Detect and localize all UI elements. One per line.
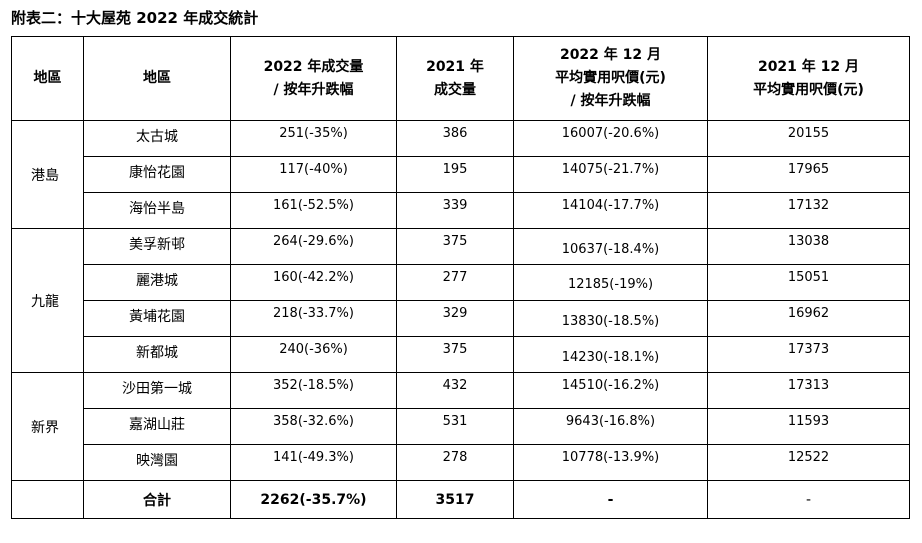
price2021-cell: 12522: [707, 444, 910, 481]
total-vol2021: 3517: [396, 480, 514, 519]
price2022-cell: 13830(-18.5%): [513, 300, 708, 337]
total-price2021: -: [707, 480, 910, 519]
header-price2022: 2022 年 12 月 平均實用呎價(元) / 按年升跌幅: [513, 36, 708, 121]
vol2022-cell: 264(-29.6%): [230, 228, 397, 265]
vol2022-cell: 358(-32.6%): [230, 408, 397, 445]
estate-name: 美孚新邨: [83, 228, 231, 265]
header-estate: 地區: [83, 36, 231, 121]
vol2022-cell: 161(-52.5%): [230, 192, 397, 229]
price2021-cell: 17313: [707, 372, 910, 409]
price2022-cell: 10778(-13.9%): [513, 444, 708, 481]
estate-name: 康怡花園: [83, 156, 231, 193]
estate-name: 嘉湖山莊: [83, 408, 231, 445]
vol2021-cell: 375: [396, 336, 514, 373]
price2021-cell: 13038: [707, 228, 910, 265]
table-row: 新都城 240(-36%) 375 14230(-18.1%) 17373: [12, 336, 910, 373]
vol2021-cell: 195: [396, 156, 514, 193]
vol2022-cell: 352(-18.5%): [230, 372, 397, 409]
table-row: 嘉湖山莊 358(-32.6%) 531 9643(-16.8%) 11593: [12, 408, 910, 445]
price2022-cell: 9643(-16.8%): [513, 408, 708, 445]
table-row: 映灣園 141(-49.3%) 278 10778(-13.9%) 12522: [12, 444, 910, 481]
table-row: 海怡半島 161(-52.5%) 339 14104(-17.7%) 17132: [12, 192, 910, 229]
estate-name: 麗港城: [83, 264, 231, 301]
header-price2021: 2021 年 12 月 平均實用呎價(元): [707, 36, 910, 121]
table-row: 新界 沙田第一城 352(-18.5%) 432 14510(-16.2%) 1…: [11, 372, 910, 481]
price2022-cell: 14075(-21.7%): [513, 156, 708, 193]
estate-name: 映灣園: [83, 444, 231, 481]
vol2021-cell: 277: [396, 264, 514, 301]
region-cell: 九龍: [11, 228, 84, 373]
price2022-cell: 14510(-16.2%): [513, 372, 708, 409]
price2021-cell: 17373: [707, 336, 910, 373]
total-vol2022: 2262(-35.7%): [230, 480, 397, 519]
region-cell: 新界: [11, 372, 84, 481]
total-label: 合計: [83, 480, 231, 519]
price2022-cell: 12185(-19%): [513, 264, 708, 301]
price2021-cell: 11593: [707, 408, 910, 445]
vol2021-cell: 375: [396, 228, 514, 265]
vol2022-cell: 141(-49.3%): [230, 444, 397, 481]
vol2021-cell: 278: [396, 444, 514, 481]
vol2022-cell: 251(-35%): [230, 120, 397, 157]
vol2022-cell: 160(-42.2%): [230, 264, 397, 301]
table-row: 港島 太古城 251(-35%) 386 16007(-20.6%) 20155: [11, 120, 910, 229]
total-price2022: -: [513, 480, 708, 519]
vol2022-cell: 117(-40%): [230, 156, 397, 193]
estate-name: 沙田第一城: [83, 372, 231, 409]
table-title: 附表二：十大屋苑 2022 年成交統計: [11, 9, 259, 27]
price2021-cell: 15051: [707, 264, 910, 301]
header-region: 地區: [11, 36, 84, 121]
vol2022-cell: 240(-36%): [230, 336, 397, 373]
vol2021-cell: 339: [396, 192, 514, 229]
vol2021-cell: 386: [396, 120, 514, 157]
price2021-cell: 16962: [707, 300, 910, 337]
price2021-cell: 17132: [707, 192, 910, 229]
vol2022-cell: 218(-33.7%): [230, 300, 397, 337]
total-region-cell: [11, 480, 84, 519]
header-vol2022: 2022 年成交量 / 按年升跌幅: [230, 36, 397, 121]
header-vol2021: 2021 年 成交量: [396, 36, 514, 121]
table-row: 康怡花園 117(-40%) 195 14075(-21.7%) 17965: [12, 156, 910, 193]
vol2021-cell: 531: [396, 408, 514, 445]
vol2021-cell: 329: [396, 300, 514, 337]
price2021-cell: 20155: [707, 120, 910, 157]
price2022-cell: 14230(-18.1%): [513, 336, 708, 373]
header-row: 地區 地區 2022 年成交量 / 按年升跌幅 2021 年 成交量 2022 …: [11, 36, 910, 121]
table-row: 黃埔花園 218(-33.7%) 329 13830(-18.5%) 16962: [12, 300, 910, 337]
estate-name: 太古城: [83, 120, 231, 157]
table-row: 麗港城 160(-42.2%) 277 12185(-19%) 15051: [12, 264, 910, 301]
estate-name: 新都城: [83, 336, 231, 373]
price2022-cell: 10637(-18.4%): [513, 228, 708, 265]
estate-name: 海怡半島: [83, 192, 231, 229]
price2022-cell: 14104(-17.7%): [513, 192, 708, 229]
transaction-table: 地區 地區 2022 年成交量 / 按年升跌幅 2021 年 成交量 2022 …: [11, 36, 910, 519]
total-row: 合計 2262(-35.7%) 3517 - -: [11, 480, 910, 519]
vol2021-cell: 432: [396, 372, 514, 409]
estate-name: 黃埔花園: [83, 300, 231, 337]
table-row: 九龍 美孚新邨 264(-29.6%) 375 10637(-18.4%) 13…: [11, 228, 910, 373]
price2022-cell: 16007(-20.6%): [513, 120, 708, 157]
price2021-cell: 17965: [707, 156, 910, 193]
region-cell: 港島: [11, 120, 84, 229]
